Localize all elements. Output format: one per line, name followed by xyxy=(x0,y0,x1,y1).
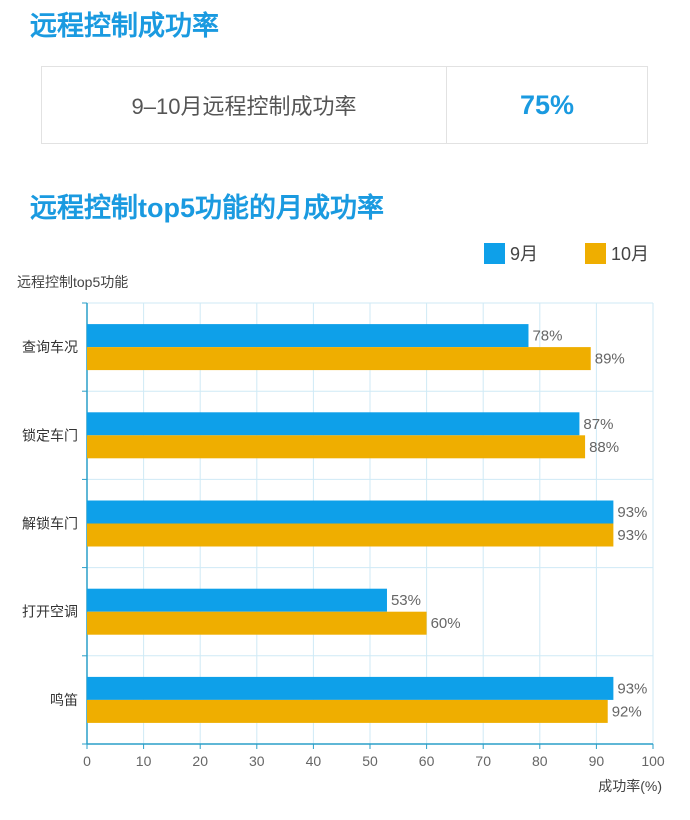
x-tick-label: 90 xyxy=(589,753,605,769)
x-tick-label: 70 xyxy=(475,753,491,769)
legend-label-oct: 10月 xyxy=(611,244,650,264)
data-label: 93% xyxy=(617,504,647,521)
data-label: 92% xyxy=(612,703,642,720)
bar xyxy=(87,435,586,459)
legend-swatch-sep xyxy=(484,242,505,264)
data-label: 87% xyxy=(583,416,613,433)
bar xyxy=(87,611,427,635)
x-tick-label: 40 xyxy=(306,753,322,769)
data-label: 88% xyxy=(589,439,619,456)
legend-item-sep: 9月 xyxy=(484,240,538,266)
summary-table: 9–10月远程控制成功率 75% xyxy=(41,66,648,144)
bar xyxy=(87,523,614,547)
legend-swatch-oct xyxy=(585,242,606,264)
bar xyxy=(87,412,580,436)
data-label: 78% xyxy=(532,328,562,345)
y-tick-label: 解锁车门 xyxy=(22,516,78,532)
x-axis-title: 成功率(%) xyxy=(598,778,662,794)
bar xyxy=(87,699,608,723)
y-axis-title: 远程控制top5功能 xyxy=(17,274,128,290)
bar xyxy=(87,347,591,371)
data-label: 93% xyxy=(617,527,647,544)
data-label: 89% xyxy=(595,351,625,368)
x-tick-label: 0 xyxy=(83,753,91,769)
x-tick-label: 80 xyxy=(532,753,548,769)
chart-title: 远程控制top5功能的月成功率 xyxy=(30,193,384,223)
summary-value: 75% xyxy=(519,89,575,120)
bar xyxy=(87,324,529,348)
bar xyxy=(87,588,387,612)
legend-label-sep: 9月 xyxy=(510,244,539,264)
y-tick-label: 查询车况 xyxy=(22,339,78,355)
chart-legend: 9月 10月 xyxy=(0,240,690,266)
summary-label: 9–10月远程控制成功率 xyxy=(42,67,447,143)
x-tick-label: 30 xyxy=(249,753,265,769)
x-tick-label: 100 xyxy=(641,753,665,769)
bar xyxy=(87,500,614,524)
x-tick-label: 60 xyxy=(419,753,435,769)
y-tick-label: 鸣笛 xyxy=(50,692,78,708)
bar xyxy=(87,676,614,700)
page-title: 远程控制成功率 xyxy=(30,11,219,41)
y-tick-label: 锁定车门 xyxy=(22,427,78,443)
data-label: 60% xyxy=(431,615,461,632)
x-tick-label: 10 xyxy=(136,753,152,769)
x-tick-label: 50 xyxy=(362,753,378,769)
x-tick-label: 20 xyxy=(192,753,208,769)
y-tick-label: 打开空调 xyxy=(22,604,78,620)
data-label: 53% xyxy=(391,592,421,609)
data-label: 93% xyxy=(617,680,647,697)
legend-item-oct: 10月 xyxy=(585,240,649,266)
